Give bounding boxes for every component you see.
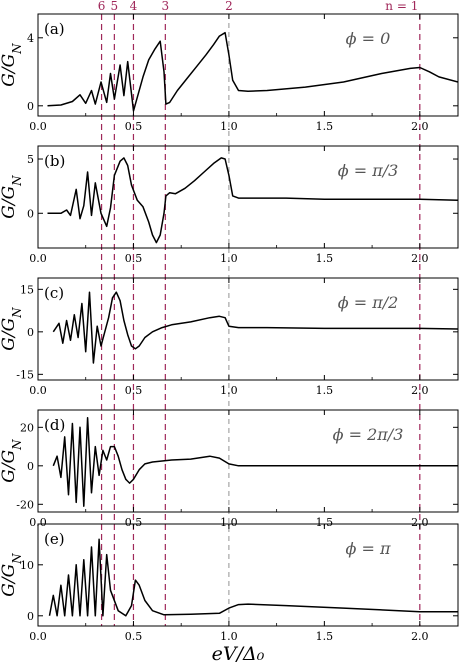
y-axis-label: G/GN <box>0 43 24 87</box>
x-tick-label: 1.5 <box>316 384 334 397</box>
conductance-curve <box>52 416 458 507</box>
phase-annotation: ϕ = 0 <box>346 29 391 48</box>
phase-annotation: ϕ = π/2 <box>338 293 399 312</box>
y-tick-label: 0 <box>27 100 34 113</box>
x-tick-label: 1.0 <box>220 630 238 643</box>
x-tick-label: 1.0 <box>220 252 238 265</box>
phase-annotation: ϕ = 2π/3 <box>333 425 404 444</box>
x-tick-label: 1.5 <box>316 120 334 133</box>
x-tick-label: 1.5 <box>316 516 334 529</box>
y-tick-label: -20 <box>16 498 34 511</box>
x-tick-label: 0.0 <box>29 252 47 265</box>
harmonic-label-n3: 3 <box>162 0 170 13</box>
y-tick-label: 15 <box>20 283 34 296</box>
x-tick-label: 1.0 <box>220 516 238 529</box>
harmonic-reference-lines <box>100 14 421 626</box>
x-tick-label: 2.0 <box>411 630 429 643</box>
x-tick-label: 0.0 <box>29 630 47 643</box>
y-axis-label: G/GN <box>0 439 24 483</box>
plot-frame <box>37 523 459 627</box>
harmonic-label-n1: n = 1 <box>385 0 418 13</box>
y-axis-label: G/GN <box>0 553 24 597</box>
panel-letter: (a) <box>44 20 65 38</box>
y-tick-label: 0 <box>27 460 34 473</box>
x-tick-label: 1.0 <box>220 384 238 397</box>
harmonic-label-n2: 2 <box>225 0 233 13</box>
x-tick-label: 0.5 <box>125 252 143 265</box>
conductance-curve <box>52 291 458 364</box>
x-tick-label: 2.0 <box>411 252 429 265</box>
x-tick-label: 0.0 <box>29 384 47 397</box>
y-tick-label: 0 <box>27 610 34 623</box>
y-axis-label: G/GN <box>0 175 24 219</box>
conductance-curve <box>48 538 458 617</box>
plot-frame <box>37 145 459 249</box>
panel-c: 0.0 0.5 1.0 1.5 2.0 -15 0 15 G/GN (c) ϕ = π/2 <box>0 277 459 397</box>
phase-annotation: ϕ = π <box>346 539 391 558</box>
harmonic-label-n4: 4 <box>130 0 138 13</box>
y-tick-label: 4 <box>27 32 34 45</box>
panel-letter: (d) <box>44 416 65 434</box>
phase-annotation: ϕ = π/3 <box>338 161 399 180</box>
harmonic-label-n6: 6 <box>98 0 106 13</box>
x-tick-label: 0.5 <box>125 120 143 133</box>
x-tick-label: 1.5 <box>316 252 334 265</box>
x-tick-label: 1.5 <box>316 630 334 643</box>
y-tick-label: 20 <box>20 421 34 434</box>
conductance-curve <box>47 31 458 112</box>
harmonic-label-n5: 5 <box>111 0 119 13</box>
panel-b: 0.0 0.5 1.0 1.5 2.0 0 5G/GN (b) ϕ = π/3 <box>0 145 459 265</box>
y-tick-label: 5 <box>27 153 34 166</box>
panel-letter: (e) <box>44 530 65 548</box>
x-tick-label: 2.0 <box>411 516 429 529</box>
panel-d: 0.0 0.5 1.0 1.5 2.0 -20 0 20 G/GN (d) ϕ = 2π/3 <box>0 409 459 529</box>
y-tick-label: 0 <box>27 326 34 339</box>
y-axis-label: G/GN <box>0 307 24 351</box>
conductance-curve <box>47 157 458 244</box>
panel-letter: (c) <box>44 284 64 302</box>
y-tick-label: -15 <box>16 368 34 381</box>
x-tick-label: 0.0 <box>29 120 47 133</box>
plot-frame <box>37 409 459 513</box>
x-axis-label: eV/Δ₀ <box>212 643 265 665</box>
panel-letter: (b) <box>44 152 65 170</box>
x-tick-label: 2.0 <box>411 384 429 397</box>
y-tick-label: 10 <box>20 559 34 572</box>
x-tick-label: 0.5 <box>125 630 143 643</box>
plot-frame <box>37 13 459 117</box>
x-tick-label: 2.0 <box>411 120 429 133</box>
x-tick-label: 1.0 <box>220 120 238 133</box>
x-tick-label: 0.0 <box>29 516 47 529</box>
panel-a: 0.0 0.5 1.0 1.5 2.0 0 4G/GN (a) ϕ = 0 <box>0 13 459 133</box>
x-tick-label: 0.5 <box>125 384 143 397</box>
y-tick-label: 0 <box>27 207 34 220</box>
x-tick-label: 0.5 <box>125 516 143 529</box>
